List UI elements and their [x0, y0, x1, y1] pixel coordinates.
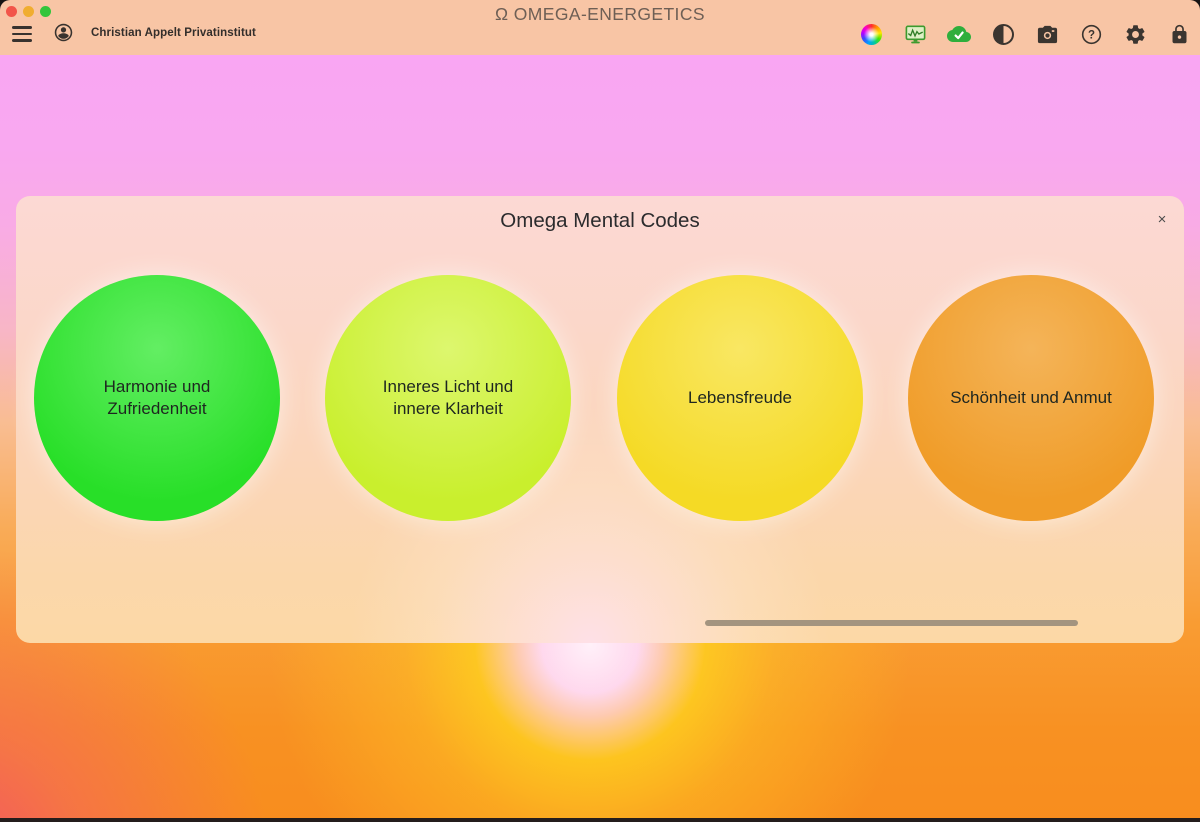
traffic-lights: [6, 6, 51, 17]
window-minimize-button[interactable]: [23, 6, 34, 17]
mental-code-circle[interactable]: Lebensfreude: [617, 275, 863, 521]
mental-code-label: Inneres Licht und innere Klarheit: [382, 376, 514, 418]
background-sunset: Omega Mental Codes × Harmonie und Zufrie…: [0, 55, 1200, 822]
mental-code-label: Schönheit und Anmut: [950, 387, 1112, 407]
settings-gear-icon[interactable]: [1123, 22, 1147, 46]
contrast-icon[interactable]: [991, 22, 1015, 46]
screen-bottom-edge: [0, 818, 1200, 822]
color-wheel-icon[interactable]: [859, 22, 883, 46]
hamburger-menu-icon[interactable]: [12, 26, 32, 42]
toolbar: ?: [859, 22, 1191, 46]
window-close-button[interactable]: [6, 6, 17, 17]
mental-code-circle[interactable]: Inneres Licht und innere Klarheit: [325, 275, 571, 521]
mental-code-label: Harmonie und Zufriedenheit: [103, 376, 211, 418]
help-icon[interactable]: ?: [1079, 22, 1103, 46]
user-account[interactable]: Christian Appelt Privatinstitut: [53, 22, 256, 43]
camera-icon[interactable]: [1035, 22, 1059, 46]
lock-icon[interactable]: [1167, 22, 1191, 46]
cloud-check-icon[interactable]: [947, 22, 971, 46]
mental-code-circle[interactable]: Schönheit und Anmut: [908, 275, 1154, 521]
horizontal-scrollbar[interactable]: [705, 620, 1078, 626]
titlebar: Ω OMEGA-ENERGETICS Christian Appelt Priv…: [0, 0, 1200, 55]
window-zoom-button[interactable]: [40, 6, 51, 17]
svg-text:?: ?: [1087, 29, 1094, 41]
close-icon[interactable]: ×: [1151, 209, 1173, 231]
panel-title: Omega Mental Codes: [500, 209, 700, 232]
user-avatar-icon: [53, 22, 74, 43]
mental-code-label: Lebensfreude: [688, 387, 792, 407]
biofeedback-monitor-icon[interactable]: [903, 22, 927, 46]
user-name-label: Christian Appelt Privatinstitut: [91, 26, 256, 39]
mental-code-circle[interactable]: Harmonie und Zufriedenheit: [34, 275, 280, 521]
app-title: Ω OMEGA-ENERGETICS: [495, 4, 705, 24]
mental-codes-panel: Omega Mental Codes × Harmonie und Zufrie…: [16, 196, 1184, 643]
